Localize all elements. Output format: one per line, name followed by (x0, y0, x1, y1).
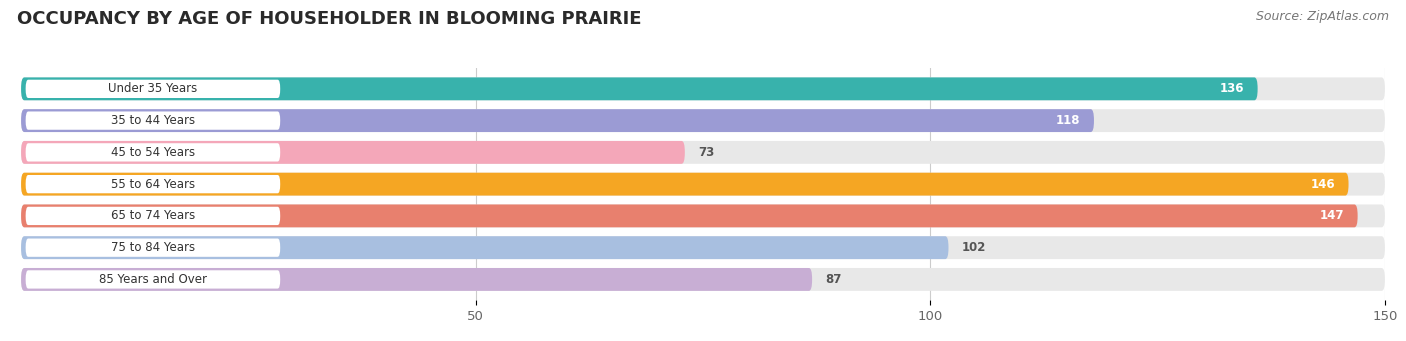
Text: 102: 102 (962, 241, 987, 254)
Text: 75 to 84 Years: 75 to 84 Years (111, 241, 195, 254)
FancyBboxPatch shape (21, 141, 685, 164)
FancyBboxPatch shape (21, 173, 1385, 196)
Text: 118: 118 (1056, 114, 1080, 127)
FancyBboxPatch shape (21, 268, 813, 291)
FancyBboxPatch shape (21, 268, 1385, 291)
Text: 55 to 64 Years: 55 to 64 Years (111, 178, 195, 191)
Text: 73: 73 (699, 146, 714, 159)
Text: 45 to 54 Years: 45 to 54 Years (111, 146, 195, 159)
FancyBboxPatch shape (21, 109, 1094, 132)
Text: 87: 87 (825, 273, 842, 286)
FancyBboxPatch shape (25, 238, 280, 257)
FancyBboxPatch shape (21, 173, 1348, 196)
FancyBboxPatch shape (21, 77, 1257, 100)
FancyBboxPatch shape (25, 175, 280, 193)
FancyBboxPatch shape (21, 77, 1385, 100)
FancyBboxPatch shape (25, 207, 280, 225)
FancyBboxPatch shape (21, 205, 1385, 227)
FancyBboxPatch shape (21, 109, 1385, 132)
Text: 136: 136 (1219, 82, 1244, 95)
Text: OCCUPANCY BY AGE OF HOUSEHOLDER IN BLOOMING PRAIRIE: OCCUPANCY BY AGE OF HOUSEHOLDER IN BLOOM… (17, 10, 641, 28)
Text: 147: 147 (1319, 209, 1344, 222)
FancyBboxPatch shape (21, 236, 949, 259)
FancyBboxPatch shape (25, 270, 280, 288)
Text: 146: 146 (1310, 178, 1334, 191)
Text: Under 35 Years: Under 35 Years (108, 82, 198, 95)
FancyBboxPatch shape (21, 205, 1358, 227)
FancyBboxPatch shape (25, 80, 280, 98)
FancyBboxPatch shape (21, 141, 1385, 164)
FancyBboxPatch shape (25, 143, 280, 162)
Text: 65 to 74 Years: 65 to 74 Years (111, 209, 195, 222)
Text: 85 Years and Over: 85 Years and Over (98, 273, 207, 286)
FancyBboxPatch shape (21, 236, 1385, 259)
FancyBboxPatch shape (25, 112, 280, 130)
Text: 35 to 44 Years: 35 to 44 Years (111, 114, 195, 127)
Text: Source: ZipAtlas.com: Source: ZipAtlas.com (1256, 10, 1389, 23)
